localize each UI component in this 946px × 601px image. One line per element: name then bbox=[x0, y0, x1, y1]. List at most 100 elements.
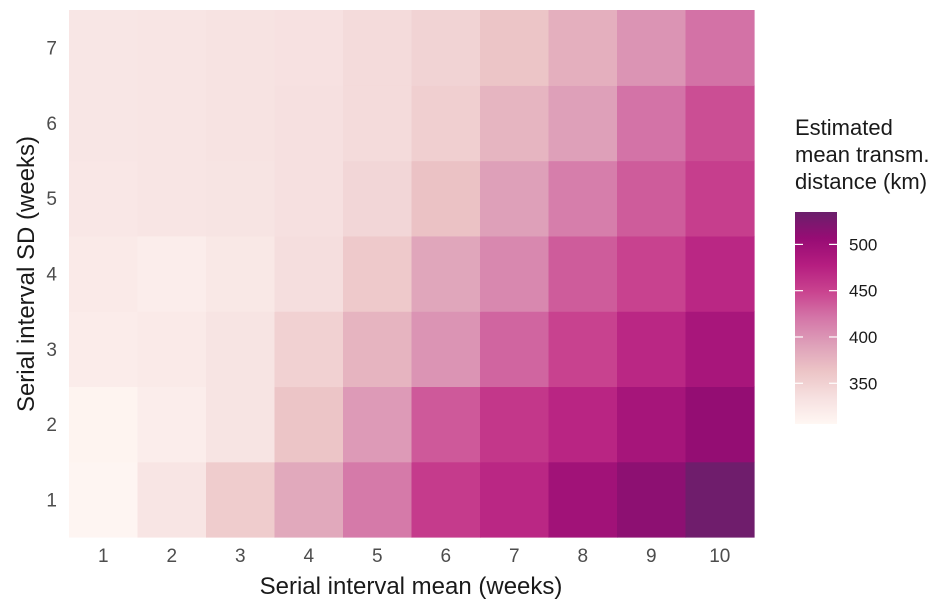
y-tick-label: 6 bbox=[46, 114, 57, 135]
heatmap-cell bbox=[548, 311, 618, 388]
heatmap-cell bbox=[274, 461, 344, 538]
y-tick-label: 3 bbox=[46, 340, 57, 361]
y-tick-label: 4 bbox=[46, 265, 57, 286]
legend-tick-label: 500 bbox=[849, 235, 877, 254]
heatmap-cell bbox=[411, 235, 481, 312]
heatmap-cell bbox=[685, 386, 755, 463]
x-tick-label: 7 bbox=[509, 546, 520, 567]
legend-tick-label: 400 bbox=[849, 328, 877, 347]
heatmap-cell bbox=[206, 311, 276, 388]
heatmap-cell bbox=[206, 386, 276, 463]
heatmap-cell bbox=[411, 311, 481, 388]
x-tick-label: 2 bbox=[167, 546, 178, 567]
legend-title-line-1: Estimated bbox=[795, 115, 893, 140]
y-axis-title: Serial interval SD (weeks) bbox=[13, 136, 40, 412]
legend-title-line-2: mean transm. bbox=[795, 142, 930, 167]
x-tick-label: 1 bbox=[98, 546, 109, 567]
legend-ticks: 350 400 450 500 bbox=[795, 235, 877, 393]
heatmap-cell bbox=[69, 311, 139, 388]
x-tick-label: 3 bbox=[235, 546, 246, 567]
heatmap-cell bbox=[411, 85, 481, 162]
heatmap-cell bbox=[137, 311, 207, 388]
heatmap-cell bbox=[480, 386, 550, 463]
heatmap-cell bbox=[548, 235, 618, 312]
heatmap-cell bbox=[617, 160, 687, 237]
x-axis-ticks: 1 2 3 4 5 6 7 8 9 10 bbox=[98, 546, 730, 567]
heatmap-cell bbox=[548, 160, 618, 237]
legend-colorbar bbox=[795, 212, 837, 424]
y-tick-label: 2 bbox=[46, 415, 57, 436]
heatmap-cell bbox=[480, 85, 550, 162]
x-tick-label: 4 bbox=[304, 546, 315, 567]
heatmap-cell bbox=[274, 10, 344, 86]
heatmap-cell bbox=[343, 311, 413, 388]
heatmap-cell bbox=[137, 10, 207, 86]
heatmap-cell bbox=[480, 461, 550, 538]
heatmap-cell bbox=[274, 311, 344, 388]
heatmap-cell bbox=[343, 386, 413, 463]
heatmap-cell bbox=[548, 461, 618, 538]
heatmap-cell bbox=[206, 461, 276, 538]
heatmap-cell bbox=[274, 235, 344, 312]
heatmap-cell bbox=[411, 10, 481, 86]
x-tick-label: 5 bbox=[372, 546, 383, 567]
heatmap-cell bbox=[617, 85, 687, 162]
heatmap-cell bbox=[411, 386, 481, 463]
heatmap-cell bbox=[137, 386, 207, 463]
heatmap-cell bbox=[480, 235, 550, 312]
heatmap-cell bbox=[617, 235, 687, 312]
heatmap-cell bbox=[411, 461, 481, 538]
legend-title-line-3: distance (km) bbox=[795, 169, 927, 194]
y-tick-label: 7 bbox=[46, 39, 57, 60]
x-tick-label: 8 bbox=[578, 546, 589, 567]
heatmap-cell bbox=[206, 10, 276, 86]
heatmap-cell bbox=[480, 311, 550, 388]
heatmap-cell bbox=[685, 311, 755, 388]
heatmap-cell bbox=[69, 10, 139, 86]
heatmap-cell bbox=[685, 160, 755, 237]
x-axis-title: Serial interval mean (weeks) bbox=[260, 573, 563, 600]
heatmap-cell bbox=[274, 386, 344, 463]
legend-tick-label: 450 bbox=[849, 282, 877, 301]
heatmap-cell bbox=[343, 160, 413, 237]
heatmap-cell bbox=[69, 160, 139, 237]
heatmap-cell bbox=[343, 235, 413, 312]
heatmap-cell bbox=[343, 85, 413, 162]
x-tick-label: 9 bbox=[646, 546, 657, 567]
heatmap-cell bbox=[69, 85, 139, 162]
heatmap-cell bbox=[274, 85, 344, 162]
x-tick-label: 10 bbox=[709, 546, 730, 567]
heatmap-cell bbox=[137, 235, 207, 312]
heatmap-cell bbox=[685, 235, 755, 312]
heatmap-cell bbox=[685, 85, 755, 162]
heatmap-cell bbox=[685, 461, 755, 538]
heatmap-cell bbox=[480, 160, 550, 237]
heatmap-cell bbox=[69, 386, 139, 463]
heatmap-cells bbox=[69, 10, 755, 538]
heatmap-cell bbox=[480, 10, 550, 86]
heatmap-cell bbox=[617, 311, 687, 388]
y-tick-label: 1 bbox=[46, 490, 57, 511]
y-tick-label: 5 bbox=[46, 189, 57, 210]
heatmap-cell bbox=[343, 461, 413, 538]
x-tick-label: 6 bbox=[441, 546, 452, 567]
heatmap-cell bbox=[548, 85, 618, 162]
heatmap-cell bbox=[206, 85, 276, 162]
heatmap-cell bbox=[548, 10, 618, 86]
heatmap-cell bbox=[69, 461, 139, 538]
heatmap-cell bbox=[617, 386, 687, 463]
heatmap-cell bbox=[69, 235, 139, 312]
heatmap-cell bbox=[548, 386, 618, 463]
heatmap-cell bbox=[137, 160, 207, 237]
heatmap-cell bbox=[617, 10, 687, 86]
heatmap-cell bbox=[411, 160, 481, 237]
heatmap-cell bbox=[343, 10, 413, 86]
heatmap-cell bbox=[206, 235, 276, 312]
heatmap-cell bbox=[137, 461, 207, 538]
heatmap-cell bbox=[137, 85, 207, 162]
y-axis-ticks: 1 2 3 4 5 6 7 bbox=[46, 39, 57, 512]
heatmap-cell bbox=[274, 160, 344, 237]
legend-tick-label: 350 bbox=[849, 374, 877, 393]
color-legend: Estimated mean transm. distance (km) 350… bbox=[795, 115, 930, 424]
